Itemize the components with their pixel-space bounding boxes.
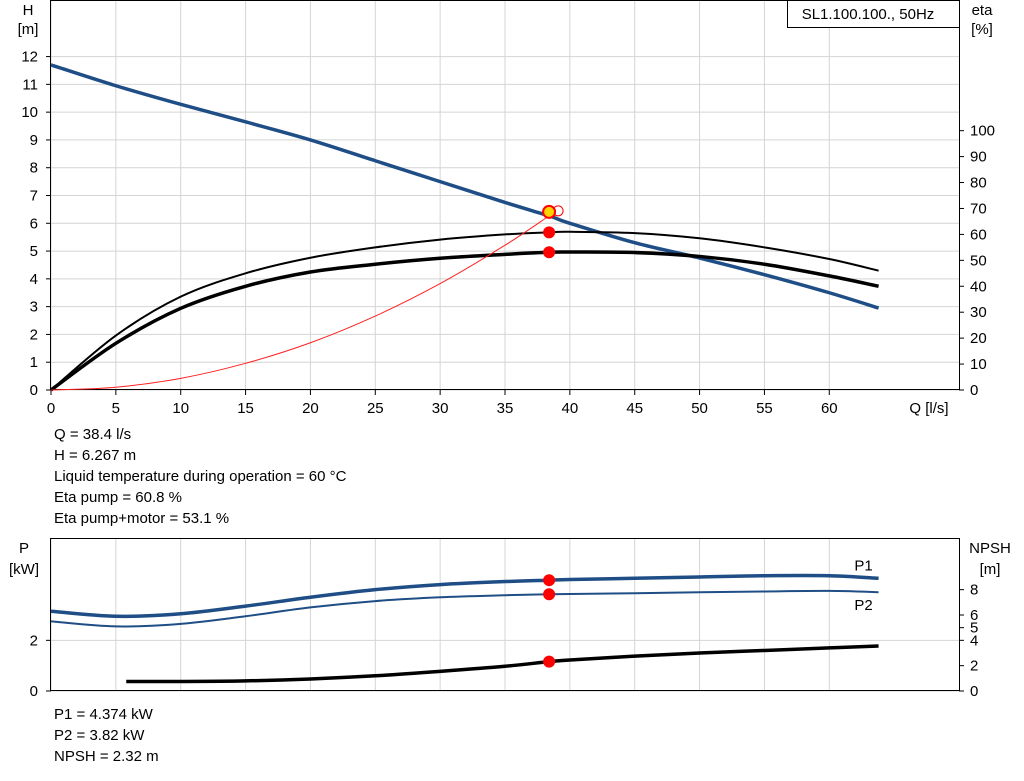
npsh-tick-label: 6 xyxy=(970,607,978,624)
info-line-eta-pump-motor: Eta pump+motor = 53.1 % xyxy=(54,510,230,527)
p-tick-label: 0 xyxy=(30,683,38,700)
x-tick-label: 30 xyxy=(432,400,449,417)
p2-curve xyxy=(50,589,879,628)
eta-tick-label: 40 xyxy=(970,278,987,295)
eta-pump-curve xyxy=(50,230,879,391)
h-tick-label: 4 xyxy=(30,271,38,288)
x-tick-label: 25 xyxy=(367,400,384,417)
eta-tick-label: 70 xyxy=(970,200,987,217)
eta-tick-label: 60 xyxy=(970,226,987,243)
eta-axis-label: eta xyxy=(972,2,994,19)
h-tick-label: 9 xyxy=(30,132,38,149)
eta-axis-unit: [%] xyxy=(971,21,993,38)
h-tick-label: 10 xyxy=(21,104,38,121)
npsh-marker xyxy=(543,655,556,668)
head-curve xyxy=(50,63,880,310)
x-tick-label: 10 xyxy=(172,400,189,417)
eta-tick-label: 0 xyxy=(970,382,978,399)
eta-tick-label: 20 xyxy=(970,330,987,347)
eta-pump-motor-marker xyxy=(543,246,556,259)
p1-curve xyxy=(50,573,879,619)
p2-marker xyxy=(543,588,556,601)
h-tick-label: 12 xyxy=(21,49,38,66)
lower-info-block: P1 = 4.374 kW P2 = 3.82 kW NPSH = 2.32 m xyxy=(54,704,159,767)
x-tick-label: 55 xyxy=(756,400,773,417)
h-tick-label: 1 xyxy=(30,354,38,371)
h-axis-label: H xyxy=(23,2,34,19)
eta-pump-marker xyxy=(543,226,556,239)
eta-tick-label: 50 xyxy=(970,252,987,269)
p-axis-label: P xyxy=(19,540,29,557)
system-curve xyxy=(50,215,550,391)
npsh-axis-label: NPSH xyxy=(969,540,1011,557)
lower-ticks: 0 2 0 2 456 8 xyxy=(30,582,979,700)
upper-ticks: 0 5 10 15 20 25 30 35 40 45 50 55 600123456789101112… xyxy=(21,49,995,417)
series-labels: P1 P2 xyxy=(854,557,872,614)
eta-tick-label: 10 xyxy=(970,356,987,373)
operating-point-markers xyxy=(542,204,564,668)
info-line-temperature: Liquid temperature during operation = 60… xyxy=(54,468,347,485)
upper-series xyxy=(49,63,880,392)
upper-info-block: Q = 38.4 l/s H = 6.267 m Liquid temperat… xyxy=(54,424,346,529)
lower-series xyxy=(50,573,879,684)
q-axis-label: Q [l/s] xyxy=(909,400,948,417)
eta-pump-motor-curve xyxy=(49,250,879,392)
h-tick-label: 7 xyxy=(30,188,38,205)
info-line-eta-pump: Eta pump = 60.8 % xyxy=(54,489,182,506)
p1-marker xyxy=(543,574,556,587)
x-tick-label: 45 xyxy=(626,400,643,417)
info-line-head: H = 6.267 m xyxy=(54,447,137,464)
p-axis-unit: [kW] xyxy=(9,561,39,578)
info-line-npsh: NPSH = 2.32 m xyxy=(54,748,159,765)
h-tick-label: 5 xyxy=(30,243,38,260)
npsh-tick-label: 2 xyxy=(970,658,978,675)
h-tick-label: 0 xyxy=(30,382,38,399)
eta-tick-label: 100 xyxy=(970,123,995,140)
h-tick-label: 11 xyxy=(22,76,38,93)
h-tick-label: 2 xyxy=(30,326,38,343)
x-tick-label: 35 xyxy=(497,400,514,417)
npsh-tick-label: 0 xyxy=(970,683,978,700)
info-line-p2: P2 = 3.82 kW xyxy=(54,727,145,744)
p-tick-label: 2 xyxy=(30,632,38,649)
h-axis-unit: [m] xyxy=(18,21,39,38)
npsh-curve xyxy=(126,644,879,684)
legend-box xyxy=(787,0,960,28)
eta-tick-label: 80 xyxy=(970,175,987,192)
info-line-p1: P1 = 4.374 kW xyxy=(54,706,153,723)
npsh-axis-unit: [m] xyxy=(980,561,1001,578)
h-tick-label: 3 xyxy=(30,299,38,316)
npsh-tick-label: 8 xyxy=(970,582,978,599)
p1-series-label: P1 xyxy=(854,557,872,574)
npsh-tick-label: 4 xyxy=(970,632,978,649)
info-line-flow: Q = 38.4 l/s xyxy=(54,426,132,443)
x-tick-label: 0 xyxy=(47,400,55,417)
h-tick-label: 6 xyxy=(30,215,38,232)
x-tick-label: 15 xyxy=(237,400,254,417)
upper-grid xyxy=(50,1,959,391)
eta-tick-label: 90 xyxy=(970,149,987,166)
lower-grid xyxy=(50,539,959,692)
h-tick-label: 8 xyxy=(30,160,38,177)
duty-point-marker xyxy=(542,204,557,219)
x-tick-label: 40 xyxy=(562,400,579,417)
x-tick-label: 20 xyxy=(302,400,319,417)
x-tick-label: 50 xyxy=(691,400,708,417)
x-tick-label: 5 xyxy=(112,400,120,417)
legend-text: SL1.100.100., 50Hz xyxy=(802,6,935,23)
npsh-tick-label: 5 xyxy=(970,620,978,637)
p2-series-label: P2 xyxy=(854,597,872,614)
x-tick-label: 60 xyxy=(821,400,838,417)
eta-tick-label: 30 xyxy=(970,304,987,321)
